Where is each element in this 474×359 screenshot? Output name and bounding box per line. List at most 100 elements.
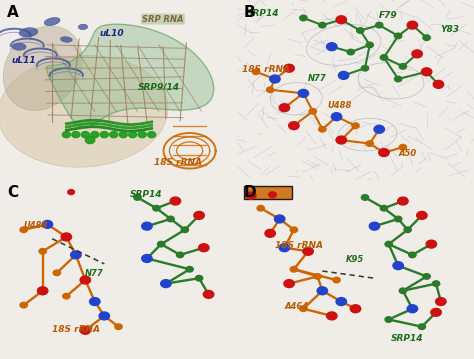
Circle shape bbox=[99, 312, 109, 320]
Circle shape bbox=[394, 33, 402, 39]
Circle shape bbox=[336, 136, 346, 144]
Circle shape bbox=[352, 123, 359, 129]
Circle shape bbox=[68, 190, 74, 195]
Circle shape bbox=[284, 64, 294, 72]
Circle shape bbox=[90, 298, 100, 306]
Circle shape bbox=[394, 76, 402, 82]
Circle shape bbox=[71, 251, 81, 259]
Text: B: B bbox=[244, 5, 256, 20]
Circle shape bbox=[338, 71, 349, 79]
Ellipse shape bbox=[78, 24, 88, 30]
Text: 18S rRNA: 18S rRNA bbox=[275, 241, 323, 250]
Circle shape bbox=[298, 89, 309, 97]
Circle shape bbox=[333, 277, 340, 283]
Circle shape bbox=[409, 252, 416, 258]
Circle shape bbox=[303, 247, 313, 255]
Circle shape bbox=[265, 229, 275, 237]
Text: SRP9/14: SRP9/14 bbox=[137, 83, 180, 92]
Circle shape bbox=[327, 43, 337, 51]
Text: SRP RNA: SRP RNA bbox=[142, 15, 184, 24]
Text: D: D bbox=[244, 185, 257, 200]
Circle shape bbox=[300, 306, 307, 312]
Circle shape bbox=[319, 22, 326, 28]
Circle shape bbox=[336, 16, 346, 24]
Circle shape bbox=[289, 122, 299, 130]
Circle shape bbox=[361, 195, 369, 200]
Text: A: A bbox=[7, 5, 19, 20]
Circle shape bbox=[300, 15, 307, 21]
Circle shape bbox=[393, 262, 403, 270]
Circle shape bbox=[374, 125, 384, 133]
Circle shape bbox=[61, 233, 72, 241]
Circle shape bbox=[186, 266, 193, 272]
Circle shape bbox=[157, 241, 165, 247]
Circle shape bbox=[327, 312, 337, 320]
Text: U488: U488 bbox=[327, 101, 351, 110]
Circle shape bbox=[252, 69, 260, 75]
Circle shape bbox=[42, 220, 53, 228]
Circle shape bbox=[274, 215, 285, 223]
Circle shape bbox=[314, 274, 321, 279]
Circle shape bbox=[436, 298, 446, 306]
Ellipse shape bbox=[12, 43, 26, 50]
Circle shape bbox=[266, 87, 274, 93]
Circle shape bbox=[347, 49, 355, 55]
Circle shape bbox=[380, 55, 388, 60]
Circle shape bbox=[380, 205, 388, 211]
Circle shape bbox=[85, 136, 95, 144]
Circle shape bbox=[423, 35, 430, 41]
Circle shape bbox=[417, 211, 427, 219]
Circle shape bbox=[20, 227, 27, 233]
Circle shape bbox=[375, 22, 383, 28]
Circle shape bbox=[269, 192, 276, 197]
Circle shape bbox=[100, 131, 109, 138]
Circle shape bbox=[270, 75, 280, 83]
Circle shape bbox=[385, 241, 392, 247]
Circle shape bbox=[399, 144, 407, 150]
Text: 18S rRNA: 18S rRNA bbox=[154, 158, 202, 167]
Text: 18S rRNA: 18S rRNA bbox=[52, 325, 100, 334]
Text: K95: K95 bbox=[346, 255, 365, 264]
Ellipse shape bbox=[3, 26, 82, 111]
Circle shape bbox=[284, 280, 294, 288]
Circle shape bbox=[37, 287, 48, 295]
Circle shape bbox=[53, 270, 61, 276]
Circle shape bbox=[385, 317, 392, 322]
Circle shape bbox=[134, 195, 141, 200]
Text: SRP14: SRP14 bbox=[130, 191, 163, 200]
Text: SRP14: SRP14 bbox=[391, 334, 424, 343]
Circle shape bbox=[153, 205, 160, 211]
Text: N77: N77 bbox=[85, 270, 104, 279]
Circle shape bbox=[63, 131, 71, 138]
Polygon shape bbox=[46, 24, 214, 128]
Circle shape bbox=[72, 131, 80, 138]
Circle shape bbox=[39, 248, 46, 254]
Circle shape bbox=[110, 131, 118, 138]
Circle shape bbox=[167, 216, 174, 222]
Circle shape bbox=[418, 324, 426, 330]
Circle shape bbox=[80, 276, 91, 284]
Text: A50: A50 bbox=[398, 149, 417, 158]
Circle shape bbox=[80, 326, 91, 334]
Circle shape bbox=[138, 131, 146, 138]
Circle shape bbox=[319, 126, 326, 132]
Text: U488: U488 bbox=[24, 221, 48, 230]
Circle shape bbox=[119, 131, 127, 138]
Ellipse shape bbox=[44, 18, 60, 25]
Circle shape bbox=[331, 113, 342, 121]
Circle shape bbox=[142, 222, 152, 230]
Circle shape bbox=[394, 216, 402, 222]
Circle shape bbox=[431, 308, 441, 316]
Circle shape bbox=[398, 197, 408, 205]
Circle shape bbox=[279, 244, 290, 252]
Text: SRP14: SRP14 bbox=[246, 9, 279, 18]
Circle shape bbox=[142, 255, 152, 262]
Circle shape bbox=[203, 290, 214, 298]
Circle shape bbox=[317, 287, 328, 295]
Circle shape bbox=[379, 149, 389, 157]
Circle shape bbox=[195, 275, 203, 281]
Circle shape bbox=[350, 305, 361, 313]
Circle shape bbox=[63, 293, 70, 299]
Circle shape bbox=[257, 205, 264, 211]
Circle shape bbox=[366, 42, 374, 48]
